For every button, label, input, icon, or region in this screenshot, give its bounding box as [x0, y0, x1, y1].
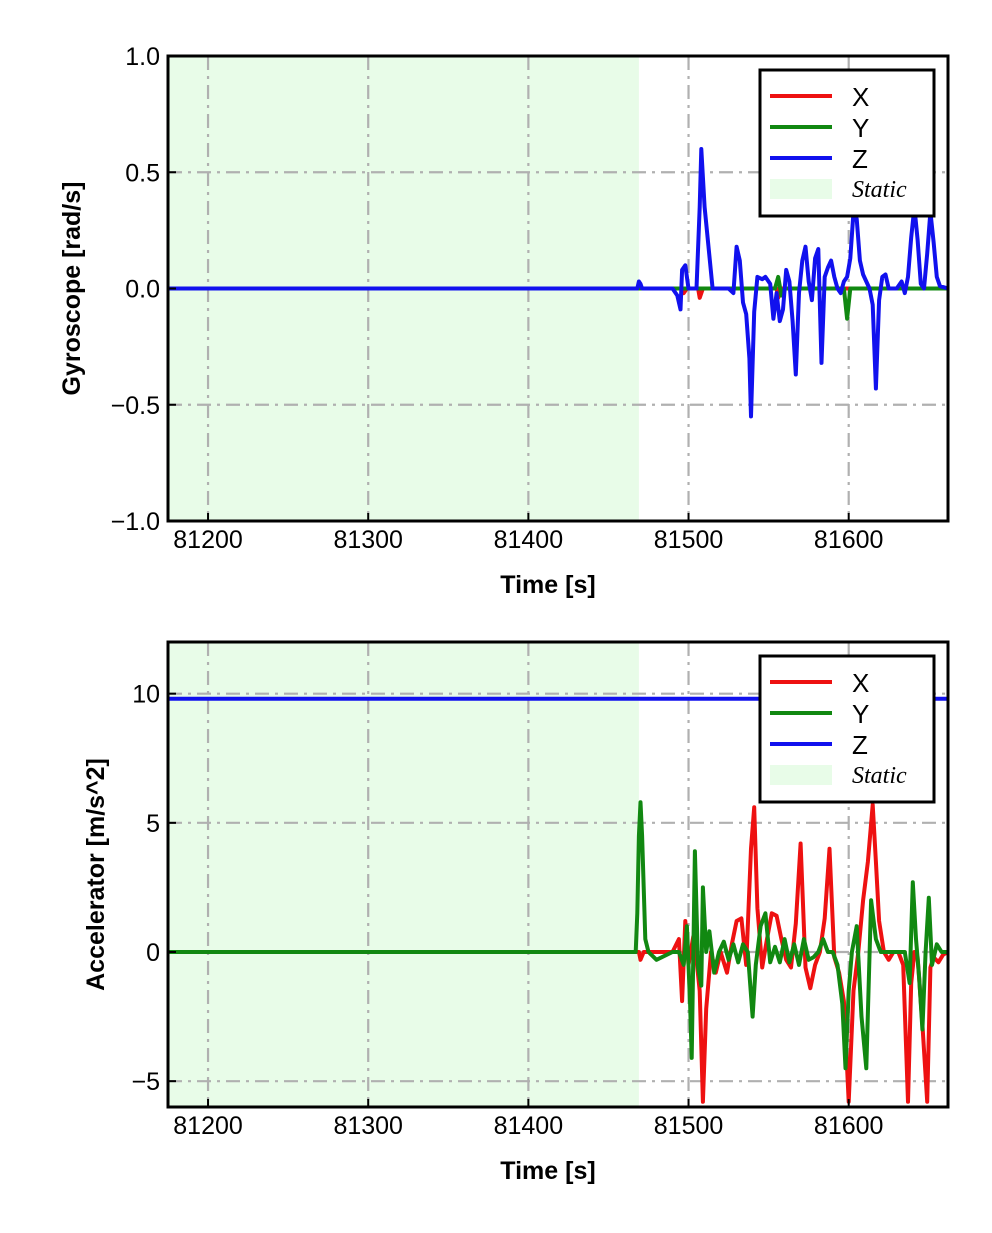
static-region [168, 642, 639, 1107]
x-tick-label-4: 81600 [814, 526, 884, 554]
x-tick-label-2: 81400 [494, 526, 564, 554]
legend-label-static: Static [852, 763, 907, 789]
y-tick-label-1: −0.5 [111, 392, 160, 420]
accelerator-plot: 81200 81300 81400 81500 81600 −5 0 5 10 Time [s] A… [82, 640, 950, 1185]
y-tick-label-0: −5 [131, 1068, 160, 1096]
y-axis-title: Accelerator [m/s^2] [82, 758, 110, 991]
x-axis-title: Time [s] [500, 1157, 595, 1185]
legend-swatch-static [770, 179, 832, 199]
gyroscope-plot: 81200 81300 81400 81500 81600 −1.0 −0.5 0.0 0.5 1… [58, 43, 950, 599]
plot-frame [166, 640, 950, 1109]
legend-label-x: X [852, 668, 869, 698]
legend-label-z: Z [852, 730, 868, 760]
x-tick-label-2: 81400 [494, 1112, 564, 1140]
legend: XYZ Static [758, 654, 936, 804]
series-line-y [168, 800, 948, 1071]
x-tick-label-1: 81300 [333, 1112, 403, 1140]
x-tick-label-0: 81200 [173, 526, 243, 554]
y-tick-label-4: 1.0 [125, 43, 160, 71]
x-axis-title: Time [s] [500, 571, 595, 599]
plot-frame [166, 54, 950, 523]
x-tick-label-3: 81500 [654, 1112, 724, 1140]
y-tick-label-0: −1.0 [111, 508, 160, 536]
x-tick-label-4: 81600 [814, 1112, 884, 1140]
series-line-x [168, 802, 948, 1104]
legend: XYZ Static [758, 68, 936, 218]
y-tick-label-2: 5 [146, 810, 160, 838]
series-line-z [168, 147, 948, 419]
x-tick-label-1: 81300 [333, 526, 403, 554]
y-tick-label-3: 0.5 [125, 159, 160, 187]
x-tick-label-0: 81200 [173, 1112, 243, 1140]
legend-label-y: Y [852, 113, 869, 143]
y-tick-label-2: 0.0 [125, 276, 160, 304]
legend-label-z: Z [852, 144, 868, 174]
legend-label-static: Static [852, 177, 907, 203]
y-tick-label-3: 10 [132, 681, 160, 709]
legend-swatch-static [770, 765, 832, 785]
legend-label-x: X [852, 82, 869, 112]
legend-label-y: Y [852, 699, 869, 729]
x-tick-label-3: 81500 [654, 526, 724, 554]
y-tick-label-1: 0 [146, 939, 160, 967]
y-axis-title: Gyroscope [rad/s] [58, 182, 86, 396]
